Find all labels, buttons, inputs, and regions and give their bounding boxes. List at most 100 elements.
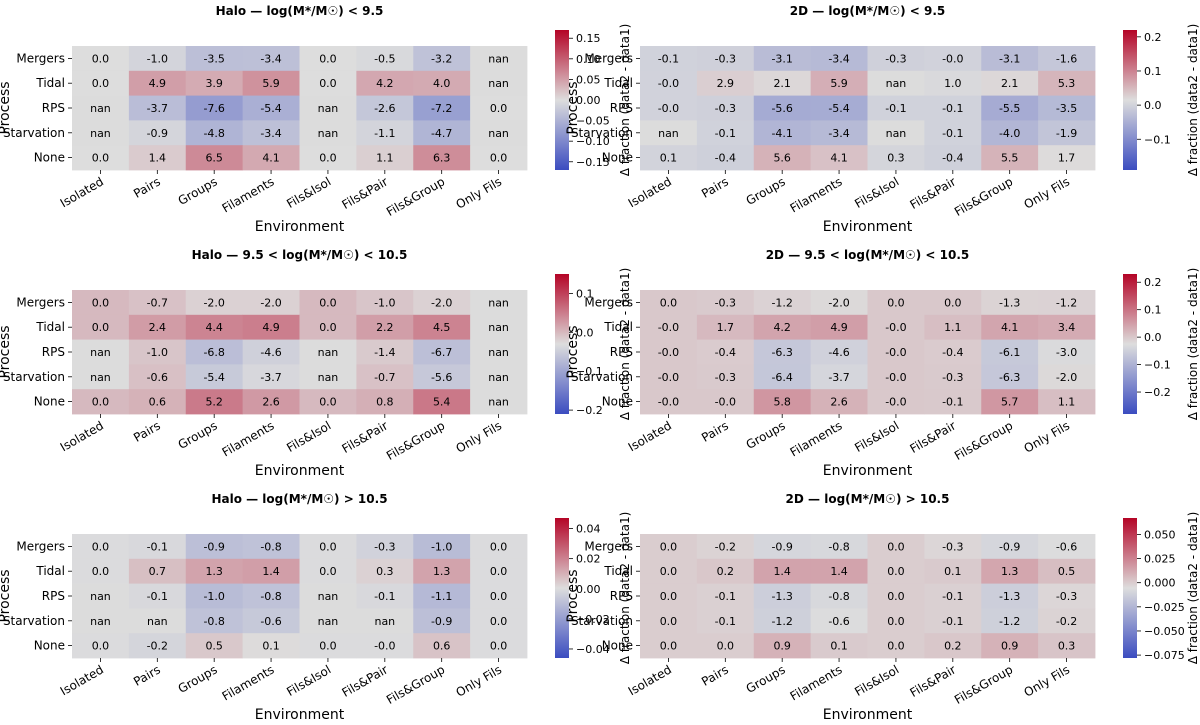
heatmap-cell — [867, 389, 925, 415]
cell-label: -0.3 — [942, 371, 963, 384]
cell-label: nan — [488, 52, 509, 65]
cell-label: -1.3 — [771, 590, 792, 603]
heatmap-cell — [924, 339, 982, 365]
heatmap-cell — [242, 389, 300, 415]
cell-label: nan — [318, 102, 339, 115]
heatmap-cell — [981, 339, 1039, 365]
heatmap-cell — [924, 290, 982, 316]
heatmap-cell — [753, 633, 812, 659]
heatmap-cell — [1038, 70, 1096, 96]
heatmap-cell — [810, 364, 868, 390]
heatmap-cell — [753, 314, 812, 340]
x-axis-label: Environment — [255, 707, 345, 720]
y-tick-label: Starvation — [3, 614, 65, 628]
cell-label: 5.9 — [262, 77, 280, 90]
panel-title: 2D — log(M*/M☉) > 10.5 — [786, 492, 950, 506]
y-tick-label: RPS — [610, 345, 633, 359]
heatmap-cell — [640, 145, 698, 171]
x-tick-label: Isolated — [58, 418, 106, 454]
x-axis-label: Environment — [823, 707, 913, 720]
heatmap-cell — [640, 608, 698, 634]
y-axis-label: Process — [565, 325, 581, 378]
cell-label: nan — [488, 77, 509, 90]
x-tick-label: Fils&Isol — [284, 662, 333, 699]
colorbar-tick-label: −0.025 — [1144, 601, 1185, 614]
heatmap-cell — [640, 120, 698, 146]
heatmap-cell — [299, 364, 357, 390]
heatmap-cell — [753, 558, 812, 584]
heatmap-cell — [696, 608, 755, 634]
heatmap-cell — [981, 608, 1039, 634]
cell-label: 0.0 — [490, 640, 508, 653]
cell-label: -0.0 — [658, 77, 679, 90]
cell-label: 5.3 — [1058, 77, 1076, 90]
colorbar-tick-label: −0.15 — [576, 156, 610, 169]
y-tick-label: Starvation — [571, 614, 633, 628]
heatmap-cell — [924, 583, 982, 609]
heatmap-cell — [753, 290, 812, 316]
heatmap-cell — [981, 314, 1039, 340]
cell-label: -0.0 — [885, 321, 906, 334]
cell-label: nan — [90, 590, 111, 603]
heatmap-cell — [356, 339, 414, 365]
heatmap-cell — [1038, 633, 1096, 659]
cell-label: 4.5 — [433, 321, 451, 334]
heatmap-cell — [242, 583, 300, 609]
y-tick-label: None — [602, 151, 633, 165]
heatmap-cell — [810, 120, 868, 146]
cell-label: -0.0 — [885, 371, 906, 384]
cell-label: 0.0 — [660, 565, 678, 578]
cell-label: -3.5 — [203, 52, 224, 65]
cell-label: -0.3 — [374, 540, 395, 553]
cell-label: 0.0 — [92, 321, 110, 334]
colorbar-tick-label: 0.2 — [1144, 276, 1162, 289]
heatmap-cell — [299, 633, 357, 659]
heatmap-cell — [640, 633, 698, 659]
heatmap-cell — [470, 608, 528, 634]
cell-label: -5.4 — [260, 102, 281, 115]
cell-label: -0.1 — [942, 396, 963, 409]
heatmap-cell — [356, 314, 414, 340]
cell-label: nan — [90, 102, 111, 115]
heatmap-cell — [242, 633, 300, 659]
heatmap-cell — [470, 364, 528, 390]
x-tick-label: Groups — [176, 418, 220, 452]
cell-label: 0.1 — [262, 640, 280, 653]
heatmap-cell — [924, 608, 982, 634]
x-axis-label: Environment — [823, 463, 913, 479]
colorbar-tick-label: −0.10 — [576, 135, 610, 148]
heatmap-cell — [696, 70, 755, 96]
heatmap-cell — [924, 145, 982, 171]
cell-label: 0.2 — [944, 640, 962, 653]
heatmap-cell — [128, 46, 187, 72]
cell-label: 0.0 — [887, 590, 905, 603]
cell-label: 2.1 — [1001, 77, 1019, 90]
cell-label: 4.9 — [149, 77, 167, 90]
heatmap-cell — [72, 583, 130, 609]
cell-label: 0.0 — [887, 640, 905, 653]
cell-label: nan — [318, 127, 339, 140]
heatmap-cell — [299, 534, 357, 560]
cell-label: -1.1 — [431, 590, 452, 603]
cell-label: -0.8 — [260, 540, 281, 553]
x-tick-label: Fils&Pair — [907, 662, 958, 699]
cell-label: -1.3 — [999, 296, 1020, 309]
cell-label: -5.6 — [771, 102, 792, 115]
heatmap-cell — [128, 608, 187, 634]
x-tick-label: Fils&Pair — [907, 418, 958, 455]
x-tick-label: Fils&Group — [384, 662, 447, 707]
x-tick-label: Groups — [176, 174, 220, 208]
x-tick-label: Only Fils — [454, 174, 505, 211]
cell-label: 0.0 — [490, 152, 508, 165]
cell-label: -5.6 — [431, 371, 452, 384]
heatmap-cell — [128, 583, 187, 609]
colorbar-tick-label: 0.0 — [1144, 99, 1162, 112]
heatmap-cell — [867, 608, 925, 634]
cell-label: 0.0 — [887, 540, 905, 553]
heatmap-cell — [356, 145, 414, 171]
cell-label: -0.2 — [1056, 615, 1077, 628]
heatmap-cell — [753, 389, 812, 415]
heatmap-cell — [356, 70, 414, 96]
cell-label: 1.3 — [433, 565, 451, 578]
y-tick-label: Tidal — [35, 564, 65, 578]
